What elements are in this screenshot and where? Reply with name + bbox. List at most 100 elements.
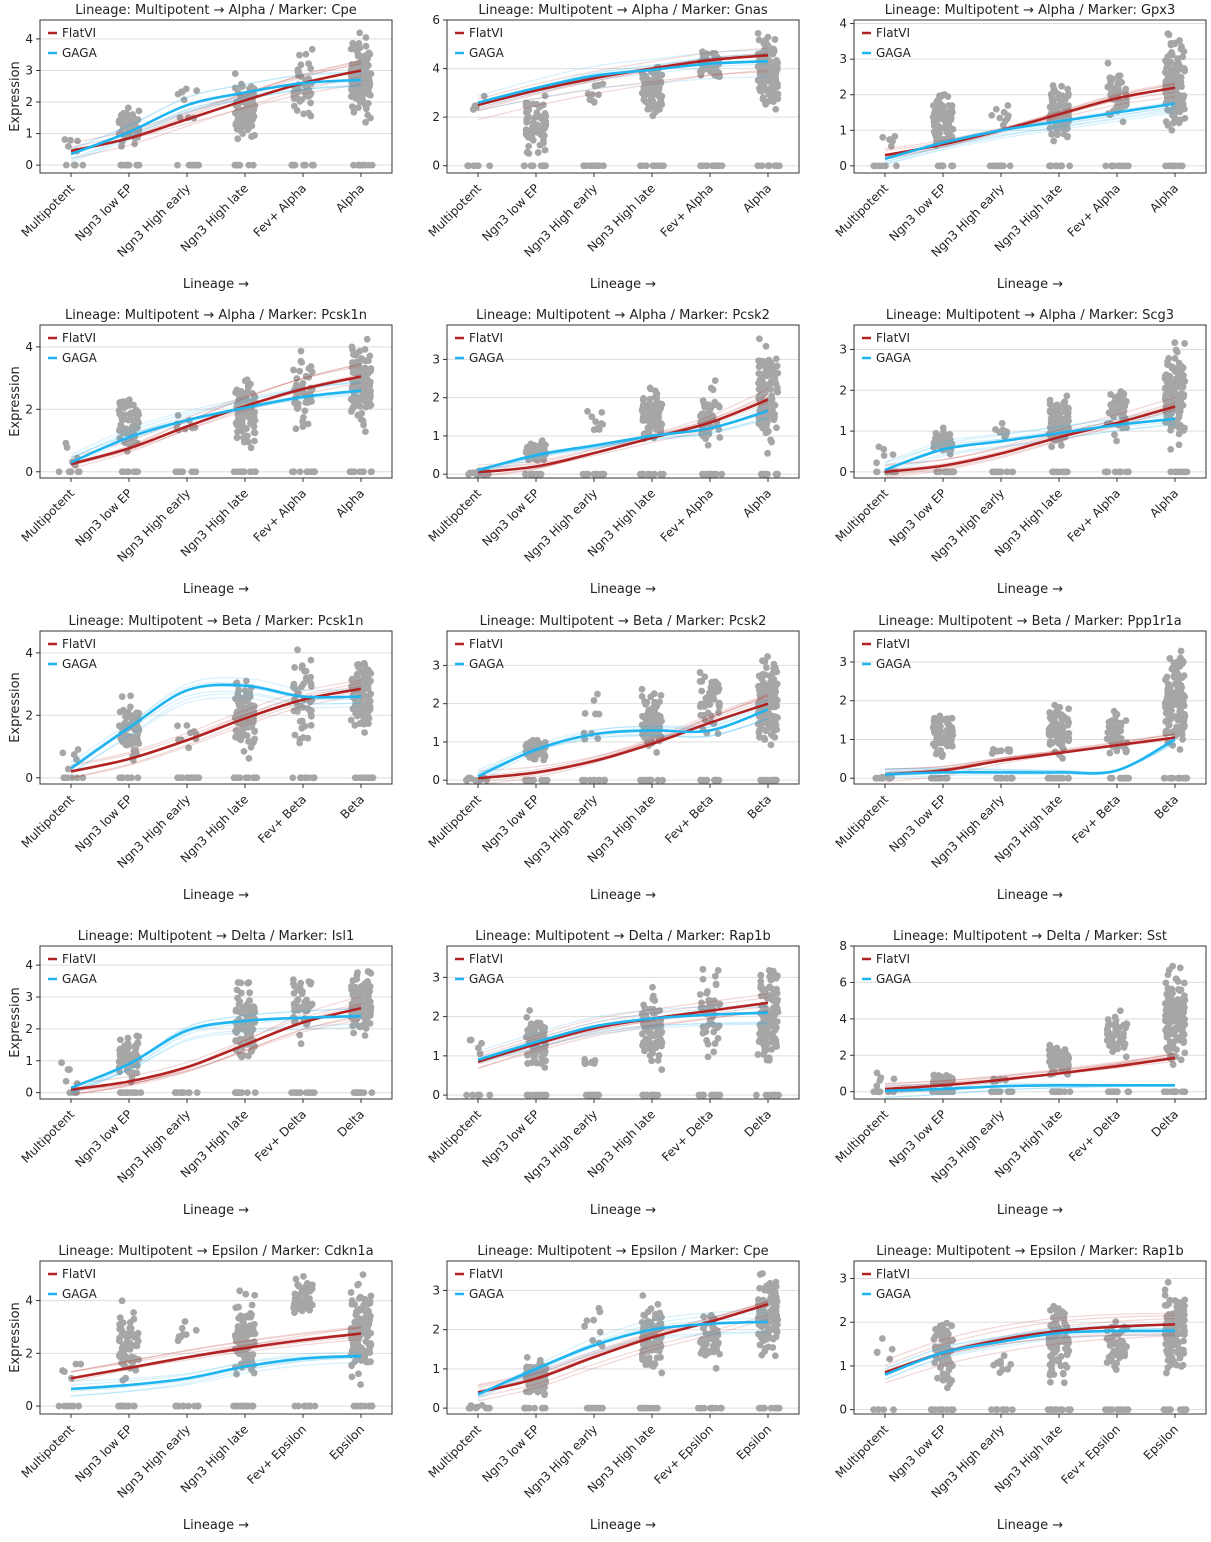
data-point (653, 749, 661, 756)
data-point (1174, 66, 1182, 74)
data-point (291, 664, 298, 671)
data-point (1112, 399, 1120, 407)
y-tick-label: 0 (432, 1088, 440, 1102)
data-point (997, 774, 1005, 782)
data-point (588, 413, 596, 421)
data-point (651, 72, 659, 80)
legend-label: FlatVI (876, 331, 910, 345)
data-point (766, 86, 774, 94)
data-point (309, 774, 317, 782)
data-point (297, 979, 305, 987)
data-point (363, 668, 371, 676)
data-point (712, 776, 720, 784)
data-point (303, 999, 311, 1007)
data-point (304, 734, 312, 742)
data-point (1175, 423, 1183, 431)
data-point (364, 111, 372, 119)
data-point (1178, 674, 1186, 682)
data-point (297, 61, 305, 69)
x-tick-label: Fev+ Alpha (251, 486, 309, 544)
x-tick-label: Multipotent (833, 181, 892, 240)
data-point (234, 690, 242, 697)
data-point (646, 384, 654, 392)
data-point (174, 722, 181, 730)
y-tick-label: 0 (25, 465, 33, 479)
data-point (643, 712, 651, 719)
data-point (367, 677, 374, 685)
data-point (939, 162, 946, 170)
y-tick-label: 0 (839, 771, 847, 785)
data-point (354, 969, 361, 977)
data-point (1113, 747, 1121, 755)
data-point (1171, 382, 1179, 390)
data-point (294, 646, 301, 654)
data-point (525, 142, 533, 150)
data-point (988, 111, 996, 119)
data-point (174, 774, 181, 782)
data-point (55, 468, 63, 476)
data-point (473, 162, 481, 170)
data-point (59, 749, 67, 757)
data-point (695, 1091, 703, 1099)
data-point (233, 434, 241, 442)
data-point (247, 468, 254, 476)
data-point (1057, 725, 1065, 733)
data-point (365, 1006, 373, 1014)
data-point (236, 126, 244, 134)
data-point (652, 79, 660, 87)
data-point (233, 388, 241, 396)
data-point (1173, 668, 1181, 676)
x-axis-label: Lineage → (183, 888, 249, 903)
data-point (762, 72, 770, 79)
data-point (183, 774, 191, 782)
data-point (651, 104, 659, 112)
data-point (1056, 774, 1064, 782)
data-point (362, 701, 370, 709)
data-point (528, 162, 536, 170)
data-point (239, 703, 246, 711)
legend-label: GAGA (62, 657, 98, 671)
data-point (1058, 82, 1065, 90)
data-point (129, 118, 137, 125)
subplot-title: Lineage: Multipotent → Beta / Marker: Pp… (878, 614, 1181, 629)
x-tick-label: Fev+ Delta (659, 1107, 716, 1164)
data-point (1125, 774, 1133, 782)
data-point (764, 449, 772, 457)
data-point (762, 726, 770, 734)
y-tick-label: 6 (839, 975, 847, 989)
data-point (534, 149, 542, 156)
data-point (356, 62, 364, 70)
data-point (771, 692, 779, 700)
data-point (649, 162, 657, 170)
data-point (595, 91, 602, 99)
data-point (356, 468, 364, 476)
data-point (711, 1040, 719, 1047)
data-point (932, 750, 940, 758)
replicate-line-flatvi (477, 388, 769, 478)
data-point (1177, 715, 1185, 723)
data-point (699, 67, 707, 74)
data-point (362, 118, 369, 126)
data-point (657, 162, 664, 170)
data-point (1103, 468, 1110, 476)
data-point (359, 87, 366, 95)
y-tick-label: 4 (839, 17, 847, 31)
data-point (1049, 97, 1057, 105)
data-point (1166, 655, 1174, 662)
data-point (232, 120, 240, 128)
x-axis-label: Lineage → (997, 277, 1063, 292)
data-point (524, 1060, 532, 1067)
y-tick-label: 4 (25, 646, 33, 660)
data-point (293, 405, 301, 412)
data-point (360, 659, 368, 667)
data-point (244, 774, 252, 782)
data-point (1169, 774, 1177, 782)
data-point (178, 88, 186, 96)
data-point (1048, 722, 1056, 730)
data-point (355, 161, 362, 169)
data-point (480, 92, 488, 100)
data-point (251, 1089, 259, 1097)
